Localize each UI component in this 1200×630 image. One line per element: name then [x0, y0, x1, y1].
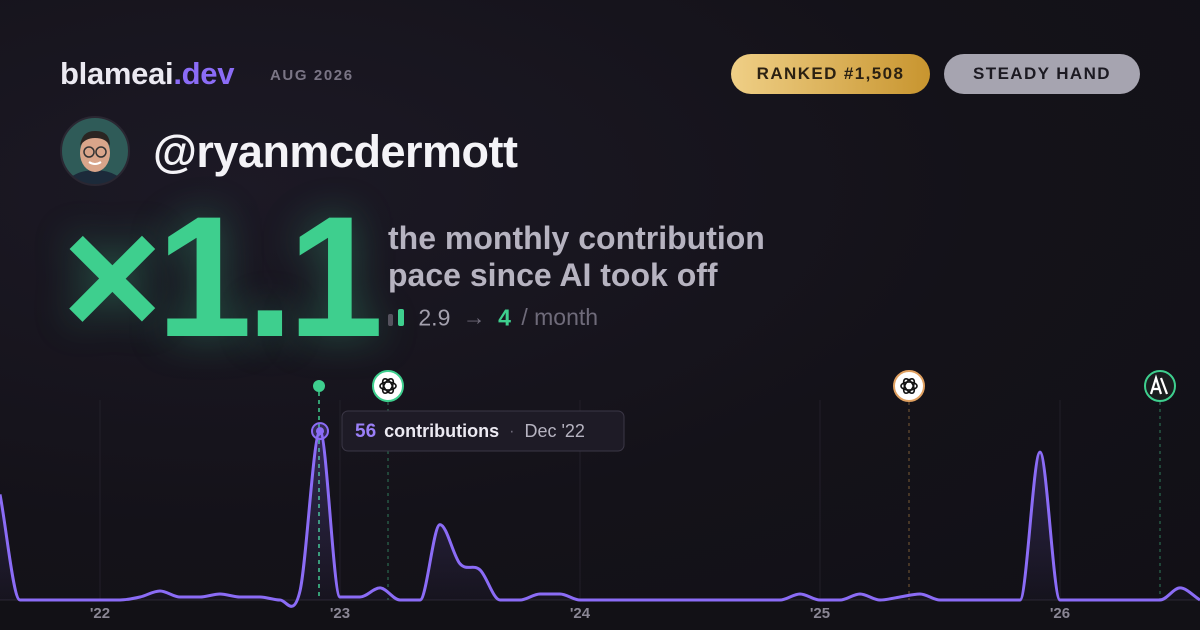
pace-unit: / month — [521, 304, 599, 331]
x-axis: '22 '23 '24 '25 '26 — [90, 400, 1070, 622]
description: pace since AI took off — [388, 257, 718, 293]
style-badge: STEADY HAND — [944, 54, 1140, 94]
x-tick-label: '24 — [570, 605, 591, 622]
anthropic-icon — [1144, 370, 1176, 402]
event-dot — [313, 380, 325, 392]
arrow: → — [462, 304, 486, 331]
tooltip-value: 56 — [355, 421, 376, 442]
x-tick-label: '25 — [810, 605, 830, 622]
area — [0, 431, 1200, 607]
tooltip-separator: · — [509, 423, 514, 440]
axis-band — [0, 600, 1200, 630]
description: the monthly contribution — [388, 220, 765, 256]
tooltip: 56 contributions · Dec '22 — [341, 410, 625, 452]
tooltip-date: Dec '22 — [524, 421, 584, 441]
pace-icon — [388, 308, 404, 326]
rank-badge: RANKED #1,508 — [731, 54, 930, 94]
pace-stats: 2.9 → 4 / month — [388, 303, 598, 331]
highlight-dot — [316, 427, 324, 436]
username: @ryanmcdermott — [153, 126, 518, 177]
brand-suffix: .dev — [173, 56, 235, 91]
openai-icon — [372, 370, 404, 402]
pace-after: 4 — [498, 304, 511, 331]
x-tick-label: '26 — [1050, 605, 1070, 622]
tooltip-box — [341, 410, 625, 452]
date: AUG 2026 — [270, 67, 354, 84]
x-tick-label: '23 — [330, 605, 350, 622]
line — [0, 429, 1200, 608]
brand: blameai.dev — [60, 56, 235, 92]
multiplier: ×1.1 — [62, 181, 384, 373]
pace-before: 2.9 — [418, 304, 451, 331]
events — [313, 370, 1176, 600]
tooltip-label: contributions — [384, 421, 499, 441]
x-tick-label: '22 — [90, 605, 110, 622]
avatar — [60, 116, 130, 186]
brand-name: blameai — [60, 56, 174, 91]
openai-icon — [893, 370, 925, 402]
